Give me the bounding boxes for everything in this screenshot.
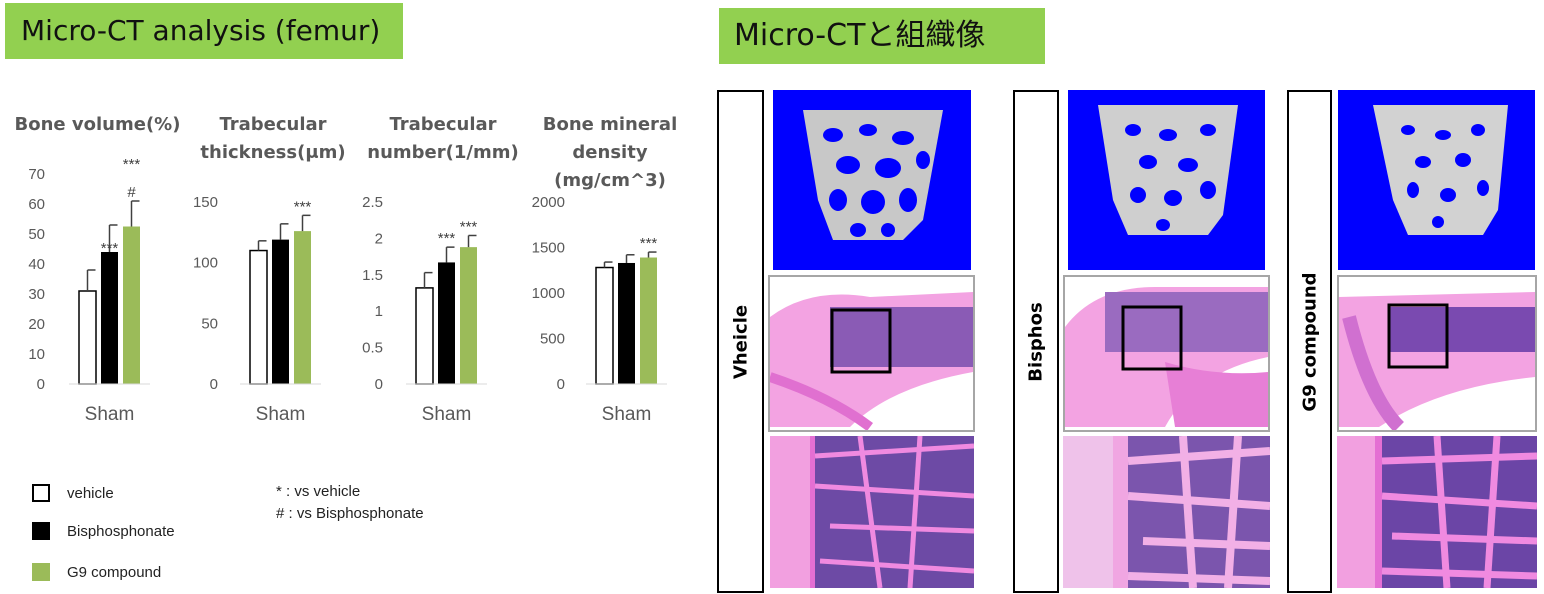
chart-title-line: Trabecular <box>219 114 327 135</box>
y-tick-label: 1500 <box>532 240 565 257</box>
y-tick-label: 50 <box>28 226 45 243</box>
significance-marker: *** <box>294 198 312 215</box>
chart-title-line: Trabecular <box>389 114 497 135</box>
panel-label-bisphos: Bisphos <box>1013 90 1059 593</box>
legend-swatch-g9 <box>32 563 50 581</box>
panel-label-text: Bisphos <box>1025 301 1047 382</box>
significance-marker: *** <box>640 235 658 252</box>
legend-label: G9 compound <box>67 563 162 581</box>
y-tick-label: 2.5 <box>362 194 383 211</box>
y-tick-label: 0 <box>375 376 383 393</box>
chart-title-trabecular-thickness: Trabecular thickness(μm) <box>193 111 353 167</box>
y-tick-label: 0 <box>37 376 45 393</box>
y-tick-label: 70 <box>28 166 45 183</box>
y-tick-label: 50 <box>201 315 218 332</box>
bar-vehicle <box>249 249 268 385</box>
legend-label: vehicle <box>67 484 114 502</box>
significance-marker: *** <box>123 156 141 173</box>
bone-render <box>1098 105 1238 235</box>
bar-bisphosphonate <box>618 262 635 384</box>
histology-high-mag-vehicle <box>770 436 974 588</box>
histology-render <box>1337 436 1537 588</box>
micro-ct-image-vehicle <box>773 90 971 270</box>
histology-render <box>1065 287 1268 427</box>
micro-ct-image-bisphos <box>1068 90 1265 270</box>
y-tick-label: 1.5 <box>362 267 383 284</box>
y-tick-label: 2000 <box>532 194 565 211</box>
y-tick-label: 40 <box>28 256 45 273</box>
bar-vehicle <box>78 290 97 385</box>
chart-title-line: number(1/mm) <box>367 142 519 163</box>
significance-marker: *** <box>438 230 456 247</box>
significance-marker: # <box>127 184 136 201</box>
x-category-label: Sham <box>602 404 652 425</box>
y-tick-label: 0.5 <box>362 340 383 357</box>
bar-vehicle <box>415 287 434 385</box>
y-tick-label: 100 <box>193 255 218 272</box>
histology-render <box>1063 436 1270 588</box>
chart-title-line: thickness(μm) <box>200 142 346 163</box>
bar-g9-compound <box>294 231 311 384</box>
panel-label-vehicle: Vheicle <box>717 90 764 593</box>
panel-label-g9: G9 compound <box>1287 90 1332 593</box>
legend-swatch-vehicle <box>32 484 50 502</box>
y-tick-label: 0 <box>557 376 565 393</box>
note-vs-vehicle: * : vs vehicle <box>276 483 361 500</box>
legend-swatch-bisphosphonate <box>32 522 50 540</box>
y-tick-label: 30 <box>28 286 45 303</box>
y-tick-label: 60 <box>28 196 45 213</box>
chart-title-line: density (mg/cm^3) <box>554 142 666 191</box>
y-tick-label: 1000 <box>532 285 565 302</box>
bar-bisphosphonate <box>272 239 289 384</box>
micro-ct-image-g9 <box>1338 90 1535 270</box>
x-category-label: Sham <box>85 404 135 425</box>
y-tick-label: 2 <box>375 230 383 247</box>
y-tick-label: 150 <box>193 194 218 211</box>
histology-render <box>770 292 973 430</box>
chart-title-bone-mineral-density: Bone mineral density (mg/cm^3) <box>515 111 705 195</box>
y-tick-label: 20 <box>28 316 45 333</box>
histology-render <box>770 436 974 588</box>
y-tick-label: 0 <box>210 376 218 393</box>
bone-render <box>1373 105 1508 235</box>
bar-g9-compound <box>460 247 477 384</box>
bar-g9-compound <box>640 257 657 384</box>
histology-low-mag-g9 <box>1337 275 1537 432</box>
bone-render <box>803 110 943 240</box>
zoom-box <box>1387 303 1449 369</box>
zoom-box <box>830 308 892 374</box>
chart-title-trabecular-number: Trabecular number(1/mm) <box>358 111 528 167</box>
note-vs-bisphosphonate: # : vs Bisphosphonate <box>276 505 424 522</box>
left-section-title: Micro-CT analysis (femur) <box>5 3 403 59</box>
y-tick-label: 1 <box>375 303 383 320</box>
x-category-label: Sham <box>422 404 472 425</box>
histology-low-mag-bisphos <box>1063 275 1270 432</box>
bar-g9-compound <box>123 226 140 384</box>
bar-bisphosphonate <box>438 262 455 384</box>
histology-high-mag-g9 <box>1337 436 1537 588</box>
legend-item-bisphosphonate: Bisphosphonate <box>32 521 175 541</box>
histology-low-mag-vehicle <box>768 275 975 432</box>
legend-item-g9: G9 compound <box>32 562 161 582</box>
bar-bisphosphonate <box>101 252 118 384</box>
x-category-label: Sham <box>256 404 306 425</box>
chart-title-bone-volume: Bone volume(%) <box>10 111 185 139</box>
histology-high-mag-bisphos <box>1063 436 1270 588</box>
legend-item-vehicle: vehicle <box>32 483 114 503</box>
histology-render <box>1339 292 1535 430</box>
zoom-box <box>1121 305 1183 371</box>
right-section-title: Micro-CTと組織像 <box>719 8 1045 64</box>
legend-label: Bisphosphonate <box>67 522 175 540</box>
panel-label-text: G9 compound <box>1299 271 1320 412</box>
chart-title-line: Bone mineral <box>542 114 678 135</box>
significance-marker: *** <box>101 240 119 257</box>
panel-label-text: Vheicle <box>730 304 751 379</box>
y-tick-label: 500 <box>540 331 565 348</box>
y-tick-label: 10 <box>28 346 45 363</box>
significance-marker: *** <box>460 218 478 235</box>
chart-title-line: Bone volume(%) <box>14 114 181 135</box>
bar-vehicle <box>595 266 614 385</box>
